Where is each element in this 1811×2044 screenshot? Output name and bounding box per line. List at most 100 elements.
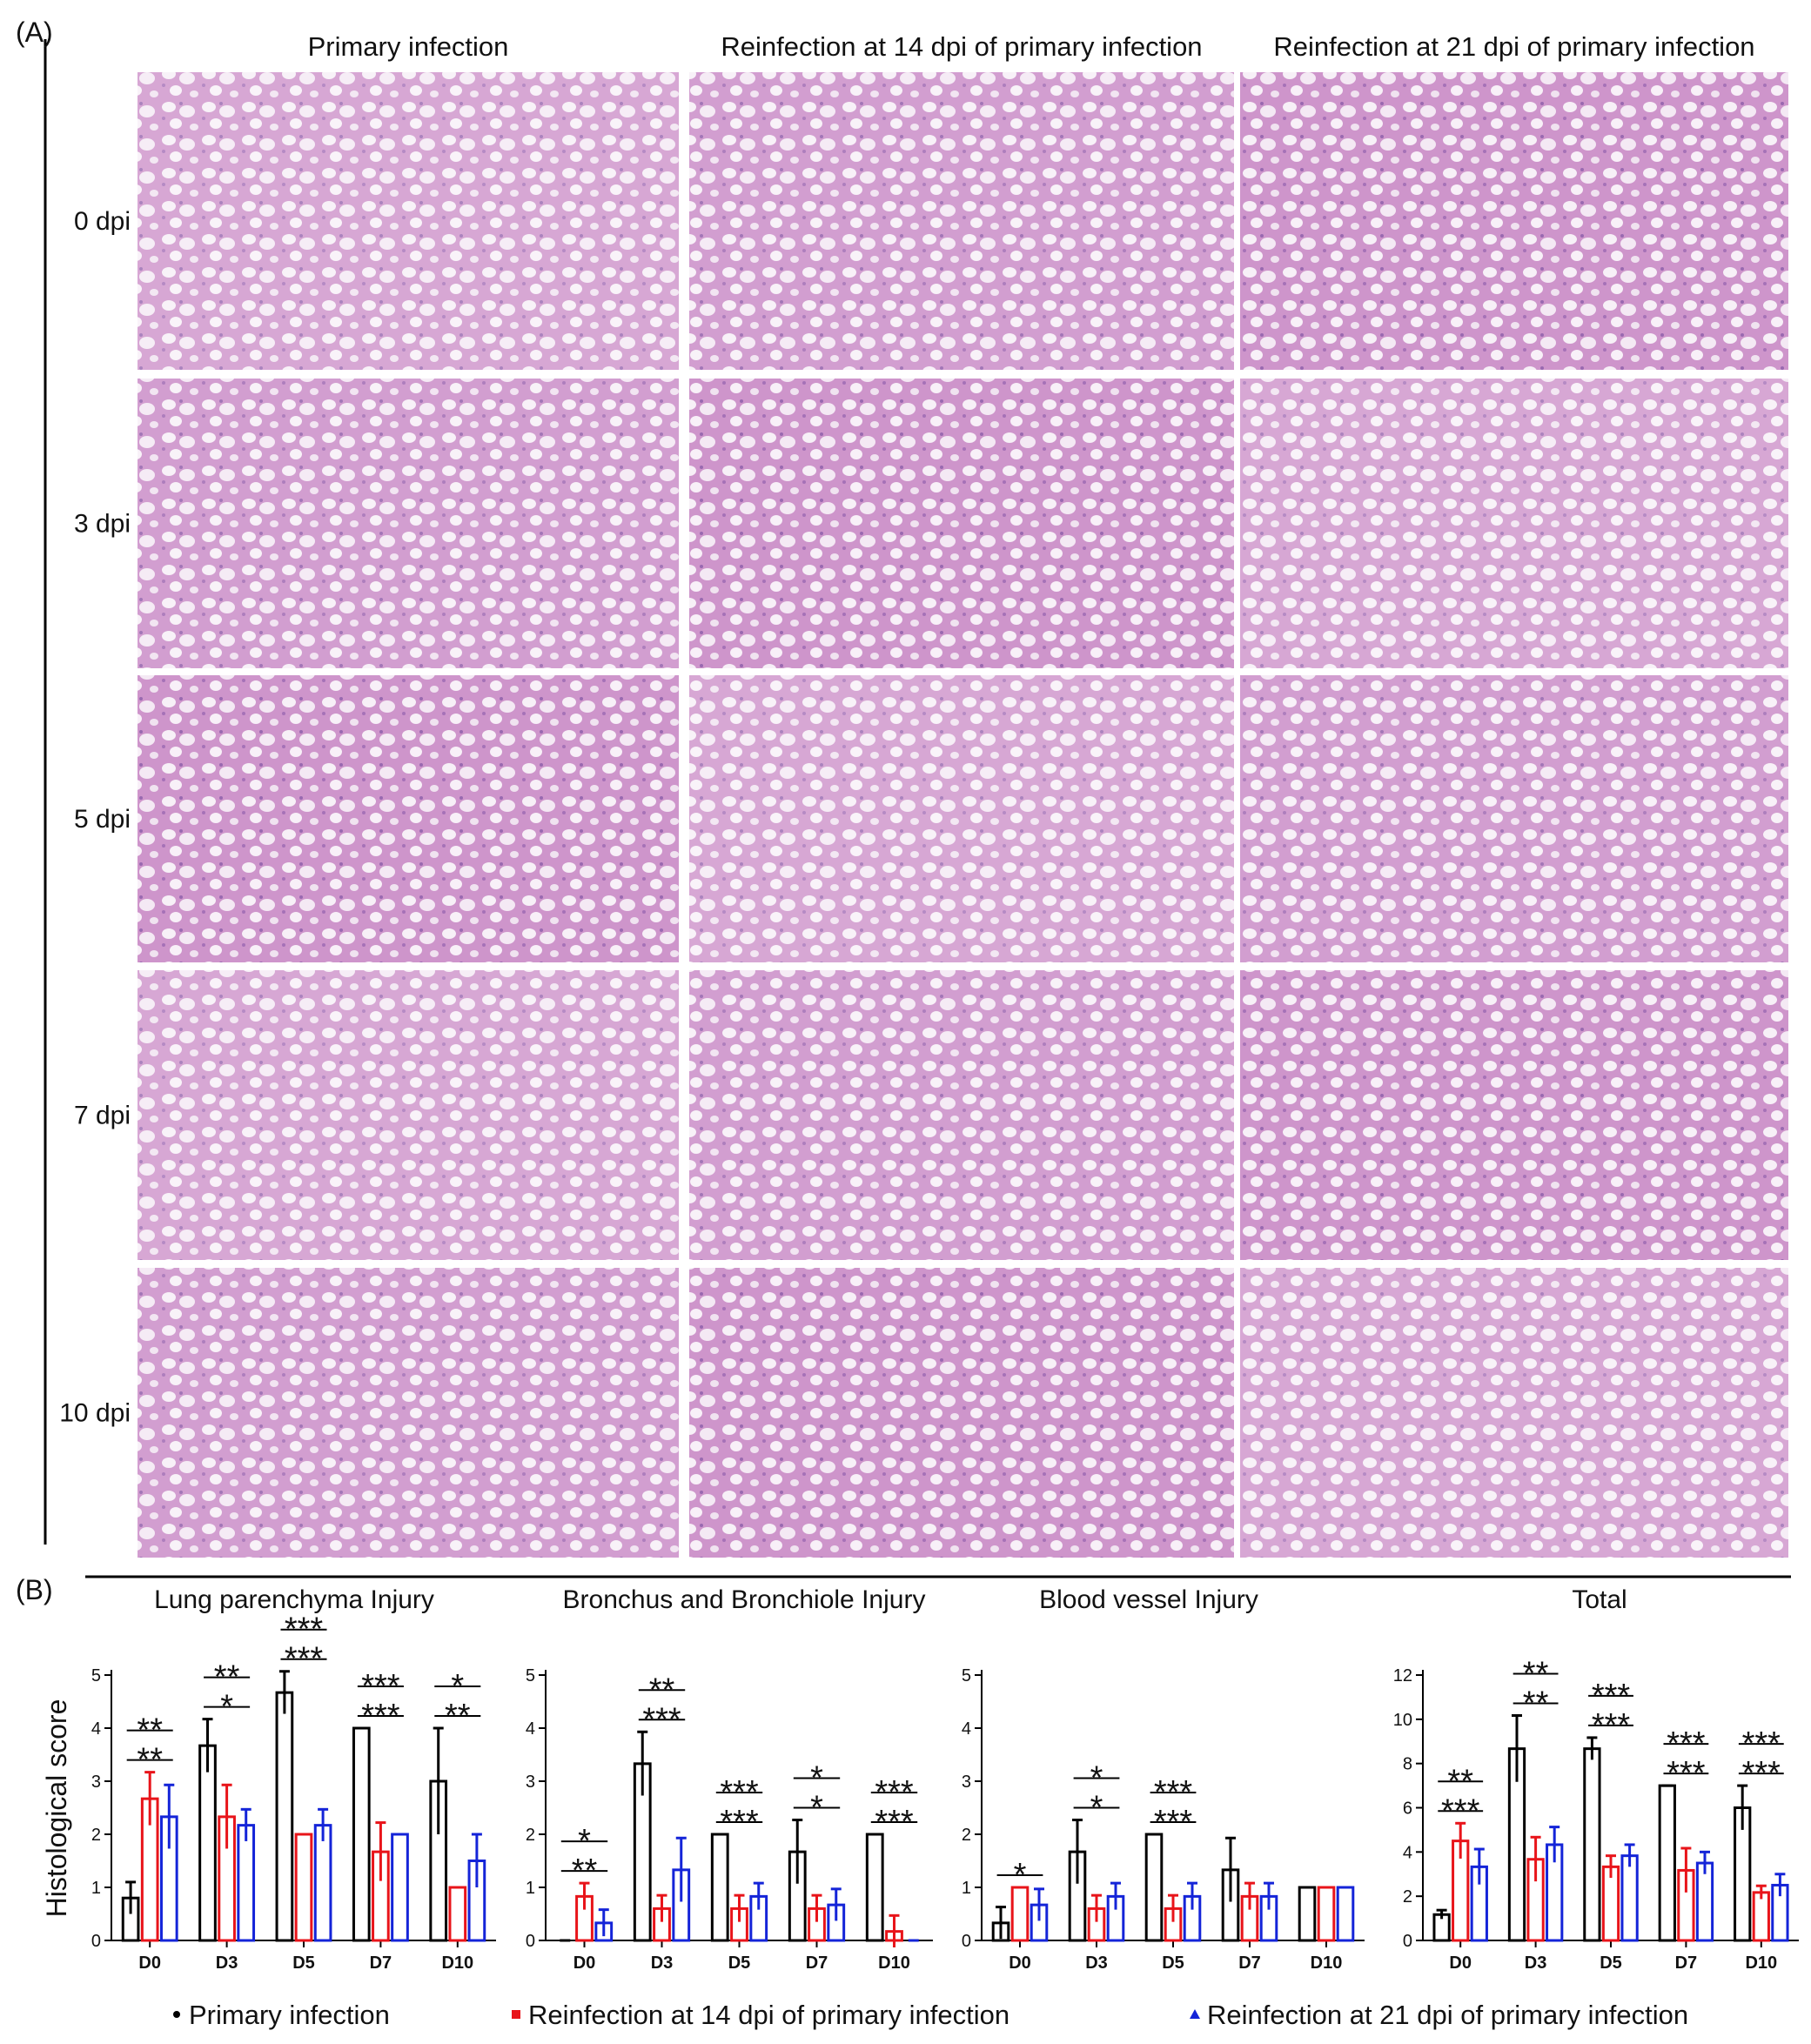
- micrograph: [138, 675, 679, 962]
- y-tick-label: 2: [526, 1826, 535, 1845]
- y-tick-label: 4: [962, 1719, 971, 1739]
- micrograph: [1240, 970, 1788, 1260]
- micrograph: [138, 72, 679, 370]
- panel-label: (B): [16, 1574, 53, 1605]
- significance-label: ***: [875, 1774, 914, 1811]
- significance-label: ***: [1667, 1755, 1706, 1792]
- y-tick-label: 3: [962, 1773, 971, 1792]
- significance-label: **: [445, 1698, 471, 1734]
- bar: [1144, 1833, 1164, 1942]
- significance-label: ***: [1667, 1726, 1706, 1762]
- column-title: Primary infection: [308, 31, 509, 62]
- significance-label: ***: [1154, 1774, 1193, 1811]
- y-tick-label: 1: [91, 1879, 101, 1898]
- y-tick-label: 4: [526, 1719, 535, 1739]
- y-tick-label: 0: [91, 1932, 101, 1951]
- significance-label: **: [137, 1742, 163, 1779]
- bar: [198, 1744, 217, 1942]
- bar: [237, 1824, 256, 1942]
- bar: [1298, 1886, 1317, 1942]
- bar: [1583, 1747, 1601, 1942]
- micrograph: [1240, 675, 1788, 962]
- significance-label: *: [1090, 1790, 1103, 1826]
- significance-label: *: [1090, 1760, 1103, 1797]
- y-tick-label: 2: [962, 1826, 971, 1845]
- micrograph: [138, 379, 679, 668]
- significance-label: *: [810, 1760, 823, 1797]
- x-tick-label: D3: [216, 1954, 238, 1973]
- legend-marker: [173, 2011, 180, 2018]
- x-tick-label: D10: [441, 1954, 473, 1973]
- legend-label: Reinfection at 21 dpi of primary infecti…: [1207, 2000, 1688, 2030]
- y-tick-label: 3: [526, 1773, 535, 1792]
- x-tick-label: D10: [878, 1954, 910, 1973]
- bar: [294, 1833, 313, 1942]
- micrograph: [689, 1268, 1234, 1558]
- significance-label: ***: [1592, 1678, 1631, 1714]
- y-tick-label: 12: [1393, 1666, 1412, 1685]
- y-tick-label: 8: [1403, 1755, 1412, 1774]
- y-tick-label: 5: [962, 1666, 971, 1685]
- significance-label: **: [214, 1659, 240, 1696]
- significance-label: ***: [642, 1701, 681, 1738]
- legend-label: Reinfection at 14 dpi of primary infecti…: [528, 2000, 1009, 2030]
- y-axis-label: Histological score: [41, 1699, 72, 1918]
- bar: [1010, 1886, 1030, 1942]
- significance-label: ***: [285, 1641, 324, 1678]
- significance-label: ***: [361, 1698, 400, 1734]
- x-tick-label: D5: [728, 1954, 751, 1973]
- x-tick-label: D7: [1675, 1954, 1698, 1973]
- significance-label: ***: [1742, 1755, 1781, 1792]
- micrograph: [689, 72, 1234, 370]
- chart-title: Blood vessel Injury: [1039, 1585, 1258, 1614]
- y-tick-label: 0: [1403, 1932, 1412, 1951]
- micrograph: [1240, 72, 1788, 370]
- bar: [1620, 1854, 1639, 1942]
- y-tick-label: 3: [91, 1773, 101, 1792]
- column-title: Reinfection at 14 dpi of primary infecti…: [721, 31, 1202, 62]
- y-tick-label: 6: [1403, 1799, 1412, 1819]
- bar: [448, 1886, 467, 1942]
- x-tick-label: D0: [1009, 1954, 1031, 1973]
- micrograph: [1240, 1268, 1788, 1558]
- significance-label: *: [451, 1668, 464, 1705]
- chart-title: Bronchus and Bronchiole Injury: [563, 1585, 926, 1614]
- significance-label: **: [572, 1853, 598, 1889]
- y-tick-label: 4: [91, 1719, 101, 1739]
- significance-label: ***: [361, 1668, 400, 1705]
- legend-marker: [1190, 2009, 1200, 2019]
- micrograph: [138, 1268, 679, 1558]
- x-tick-label: D10: [1745, 1954, 1777, 1973]
- row-label: 7 dpi: [74, 1102, 131, 1130]
- bar: [1658, 1784, 1676, 1942]
- micrograph: [138, 970, 679, 1260]
- bar: [1752, 1891, 1770, 1942]
- micrograph: [689, 675, 1234, 962]
- significance-label: ***: [1154, 1804, 1193, 1840]
- bar: [1695, 1861, 1714, 1942]
- significance-label: ***: [875, 1804, 914, 1840]
- bar: [710, 1833, 729, 1942]
- column-title: Reinfection at 21 dpi of primary infecti…: [1273, 31, 1754, 62]
- x-tick-label: D5: [1600, 1954, 1622, 1973]
- bar: [1317, 1886, 1336, 1942]
- x-tick-label: D7: [370, 1954, 392, 1973]
- x-tick-label: D3: [1525, 1954, 1547, 1973]
- significance-label: ***: [720, 1774, 759, 1811]
- y-tick-label: 1: [962, 1879, 971, 1898]
- row-label: 0 dpi: [74, 207, 131, 236]
- micrograph: [1240, 379, 1788, 668]
- significance-label: *: [220, 1689, 233, 1726]
- significance-label: ***: [720, 1804, 759, 1840]
- bar: [275, 1691, 294, 1942]
- row-label: 3 dpi: [74, 510, 131, 539]
- significance-label: **: [1447, 1763, 1473, 1799]
- y-tick-label: 5: [526, 1666, 535, 1685]
- bar: [391, 1833, 409, 1942]
- y-tick-label: 2: [91, 1826, 101, 1845]
- panel-label: (A): [16, 17, 53, 48]
- x-tick-label: D7: [806, 1954, 828, 1973]
- significance-label: *: [578, 1823, 591, 1860]
- row-label: 10 dpi: [59, 1399, 131, 1428]
